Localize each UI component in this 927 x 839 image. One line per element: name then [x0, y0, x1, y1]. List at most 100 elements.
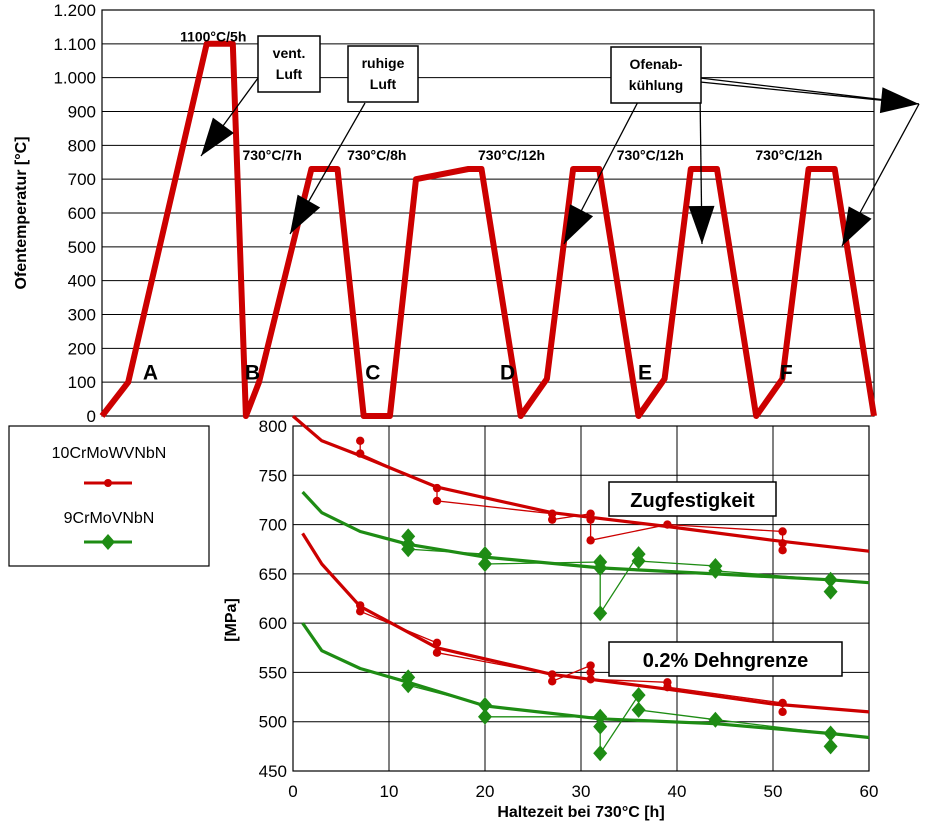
annotation-line: Luft [276, 66, 303, 82]
data-point [356, 436, 365, 445]
segment-letter: F [780, 361, 793, 384]
annotation-arrowhead [201, 117, 234, 156]
data-point [778, 546, 787, 555]
segment-letter: A [143, 361, 158, 384]
data-point [593, 718, 608, 735]
bottom-y-tick-label: 750 [259, 466, 287, 485]
bottom-y-axis-label: [MPa] [223, 598, 240, 642]
legend-marker [104, 479, 112, 487]
annotation-line: Luft [370, 76, 397, 92]
data-point [401, 541, 416, 558]
series-group-label: 0.2% Dehngrenze [643, 650, 809, 672]
data-point [823, 725, 838, 742]
data-point [593, 708, 608, 725]
bottom-y-tick-label: 700 [259, 516, 287, 535]
chart-labels: 01002003004005006007008009001.0001.1001.… [8, 1, 878, 821]
top-y-tick-label: 300 [68, 306, 96, 325]
bottom-x-tick-label: 40 [668, 782, 687, 801]
data-point [356, 449, 365, 458]
data-point [586, 668, 595, 677]
data-point [823, 571, 838, 588]
annotation-arrowhead [842, 206, 872, 246]
top-y-tick-label: 0 [87, 407, 96, 426]
hold-label: 730°C/7h [242, 147, 301, 163]
hold-label: 730°C/12h [617, 147, 684, 163]
series-data-line [407, 677, 832, 756]
series-group-label: Zugfestigkeit [630, 490, 755, 512]
hold-label: 730°C/8h [347, 147, 406, 163]
bottom-y-tick-label: 450 [259, 762, 287, 781]
annotation-box [347, 45, 419, 103]
bottom-y-tick-label: 650 [259, 565, 287, 584]
bottom-chart-grid [292, 425, 870, 772]
hold-label: 730°C/12h [478, 147, 545, 163]
series-trend-line [291, 414, 870, 553]
annotation-text: vent. Luft [273, 45, 306, 82]
bottom-x-tick-label: 30 [572, 782, 591, 801]
data-point [356, 607, 365, 616]
hold-label: 1100°C/5h [180, 28, 246, 44]
series-trend-line [301, 532, 870, 714]
annotation-text: ruhige Luft [362, 55, 405, 92]
data-point [778, 527, 787, 536]
data-point [478, 696, 492, 713]
data-point [778, 707, 787, 717]
top-y-tick-label: 800 [68, 136, 96, 155]
legend-label: 10CrMoWVNbN [52, 445, 167, 462]
data-point [708, 711, 723, 728]
annotation-box [610, 46, 702, 104]
data-point [778, 539, 787, 548]
series-group-label-box [608, 481, 777, 517]
data-point [548, 509, 557, 518]
data-point [823, 738, 838, 755]
data-point [631, 687, 646, 704]
top-y-axis-label: Ofentemperatur [°C] [13, 136, 30, 289]
data-point [478, 546, 492, 563]
bottom-y-tick-label: 800 [259, 417, 287, 436]
top-y-tick-label: 700 [68, 170, 96, 189]
data-point [432, 638, 442, 648]
data-point [432, 648, 442, 657]
bottom-x-tick-label: 0 [288, 782, 297, 801]
hold-label: 730°C/12h [755, 147, 822, 163]
temperature-profile-line [99, 40, 877, 419]
annotation-line: Ofenab- [630, 56, 683, 72]
top-y-tick-label: 1.100 [53, 35, 96, 54]
annotation-line: ruhige [362, 55, 405, 71]
data-point [586, 661, 595, 670]
segment-letter: B [245, 361, 260, 384]
data-point [663, 520, 672, 529]
data-point [631, 553, 646, 570]
data-point [593, 745, 608, 762]
annotation-arrow-line [699, 77, 920, 105]
top-y-tick-label: 600 [68, 204, 96, 223]
data-point [778, 698, 787, 708]
data-point [823, 583, 838, 600]
top-y-tick-label: 1.000 [53, 69, 96, 88]
data-point [586, 515, 595, 524]
segment-letter: C [365, 361, 380, 384]
bottom-x-tick-label: 10 [380, 782, 399, 801]
data-point [401, 677, 416, 694]
data-point [548, 670, 557, 679]
annotation-arrowhead [290, 194, 321, 234]
bottom-y-tick-label: 600 [259, 614, 287, 633]
annotation-line: vent. [273, 45, 306, 61]
series-trend-line [301, 490, 870, 585]
chart-marks [99, 40, 920, 762]
series-group-label-box [608, 641, 843, 677]
bottom-y-tick-label: 500 [259, 713, 287, 732]
bottom-x-tick-label: 20 [476, 782, 495, 801]
top-y-tick-label: 1.200 [53, 1, 96, 20]
legend-label: 9CrMoVNbN [64, 510, 155, 527]
data-point [708, 562, 723, 579]
annotation-box [257, 35, 321, 93]
top-y-tick-label: 900 [68, 103, 96, 122]
top-y-tick-label: 100 [68, 373, 96, 392]
data-point [586, 675, 595, 684]
data-point [586, 509, 595, 518]
data-point [586, 536, 595, 545]
annotation-line: kühlung [629, 77, 683, 93]
data-point [593, 605, 608, 622]
bottom-y-tick-label: 550 [259, 663, 287, 682]
